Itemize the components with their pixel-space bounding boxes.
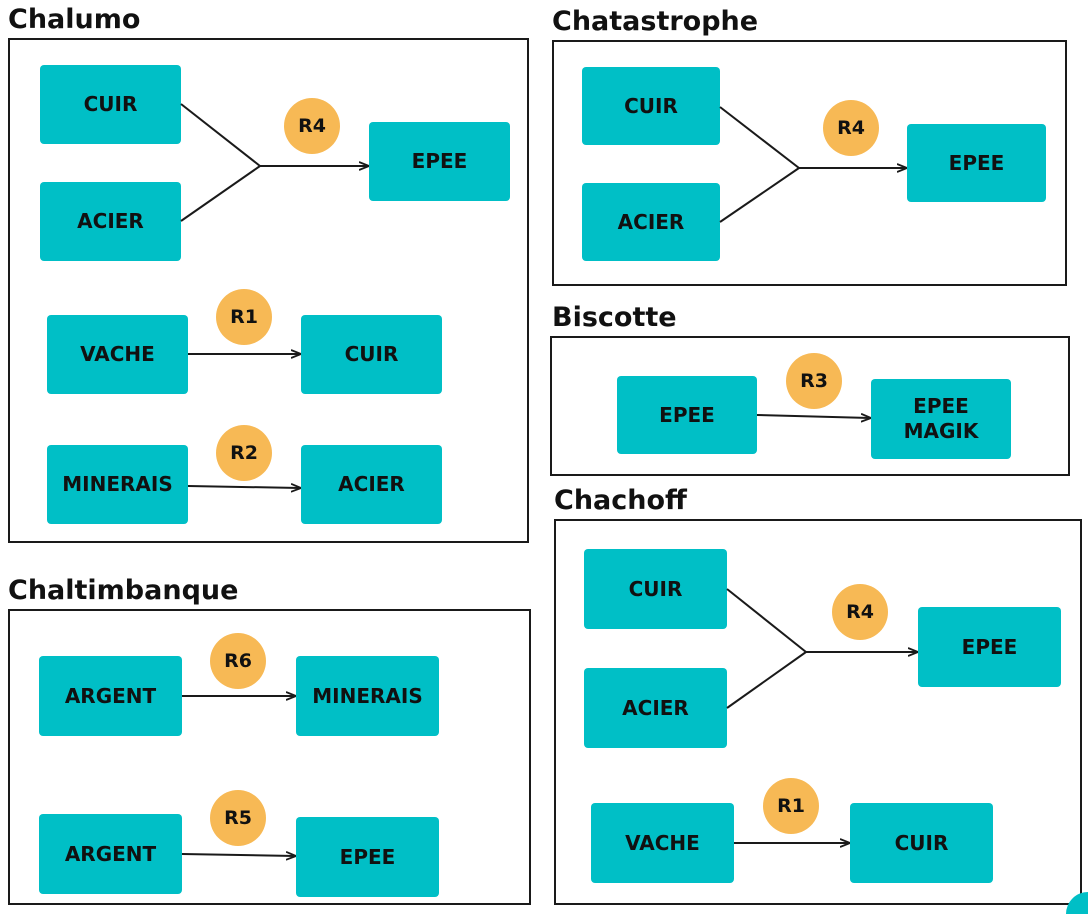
node-label: EPEE xyxy=(411,149,468,173)
node-epee[interactable]: EPEE xyxy=(907,124,1046,202)
node-label: CUIR xyxy=(83,92,138,116)
node-acier[interactable]: ACIER xyxy=(584,668,727,748)
node-label: ACIER xyxy=(77,209,144,233)
node-label: VACHE xyxy=(625,830,700,855)
node-label: MINERAIS xyxy=(62,472,173,496)
node-epee[interactable]: EPEE xyxy=(296,817,439,897)
node-label: ARGENT xyxy=(64,841,157,866)
rule-badge-r4: R4 xyxy=(823,100,879,156)
node-argent[interactable]: ARGENT xyxy=(39,656,182,736)
node-label: ARGENT xyxy=(64,683,157,708)
rule-badge-r5: R5 xyxy=(210,790,266,846)
node-acier[interactable]: ACIER xyxy=(582,183,720,261)
rule-badge-r3: R3 xyxy=(786,353,842,409)
panel-title-chaltimbanque: Chaltimbanque xyxy=(8,575,239,606)
node-label: CUIR xyxy=(344,342,399,366)
node-acier[interactable]: ACIER xyxy=(40,182,181,261)
node-vache[interactable]: VACHE xyxy=(591,803,734,883)
node-epee[interactable]: EPEE xyxy=(617,376,757,454)
node-cuir-output[interactable]: CUIR xyxy=(850,803,993,883)
node-label: CUIR xyxy=(894,830,949,855)
node-minerais[interactable]: MINERAIS xyxy=(47,445,188,524)
node-epee-magik[interactable]: EPEE MAGIK xyxy=(871,379,1011,459)
node-label: EPEE xyxy=(948,150,1005,175)
node-cuir[interactable]: CUIR xyxy=(582,67,720,145)
node-label: CUIR xyxy=(628,576,683,601)
panel-title-biscotte: Biscotte xyxy=(552,302,677,333)
rule-badge-r1: R1 xyxy=(763,778,819,834)
node-acier-output[interactable]: ACIER xyxy=(301,445,442,524)
node-label: EPEE xyxy=(339,844,396,869)
node-vache[interactable]: VACHE xyxy=(47,315,188,394)
panel-title-chachoff: Chachoff xyxy=(554,485,687,516)
rule-badge-r4: R4 xyxy=(832,584,888,640)
node-cuir[interactable]: CUIR xyxy=(40,65,181,144)
node-argent-2[interactable]: ARGENT xyxy=(39,814,182,894)
node-label: MINERAIS xyxy=(312,683,423,708)
node-label: EPEE xyxy=(961,634,1018,659)
panel-title-chatastrophe: Chatastrophe xyxy=(552,6,759,37)
node-epee[interactable]: EPEE xyxy=(369,122,510,201)
node-epee[interactable]: EPEE xyxy=(918,607,1061,687)
corner-decoration xyxy=(1066,892,1088,914)
rule-badge-r1: R1 xyxy=(216,289,272,345)
node-minerais[interactable]: MINERAIS xyxy=(296,656,439,736)
node-label: ACIER xyxy=(338,472,405,496)
rule-badge-r6: R6 xyxy=(210,633,266,689)
node-label: CUIR xyxy=(624,93,678,118)
node-label: EPEE xyxy=(659,402,715,427)
node-label: VACHE xyxy=(80,342,155,366)
rule-badge-r4: R4 xyxy=(284,98,340,154)
panel-title-chalumo: Chalumo xyxy=(8,4,141,35)
node-label: ACIER xyxy=(617,209,685,234)
rule-badge-r2: R2 xyxy=(216,425,272,481)
node-cuir-output[interactable]: CUIR xyxy=(301,315,442,394)
node-cuir[interactable]: CUIR xyxy=(584,549,727,629)
node-label: EPEE MAGIK xyxy=(903,394,979,443)
node-label: ACIER xyxy=(622,695,689,720)
